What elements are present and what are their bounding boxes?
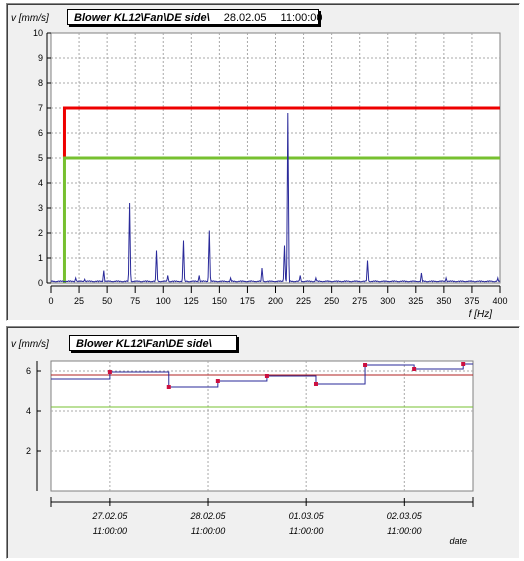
spectrum-x-tick-label: 300	[380, 296, 395, 306]
trend-y-tick-label: 2	[26, 446, 31, 456]
trend-x-tick-time: 11:00:00	[191, 526, 225, 536]
spectrum-x-tick-label: 350	[436, 296, 451, 306]
trend-x-tick-date: 02.03.05	[387, 511, 423, 521]
trend-data-point	[264, 374, 269, 378]
trend-panel: v [mm/s] Blower KL12\Fan\DE side\ 6 4 2 27.…	[6, 326, 520, 559]
spectrum-y-tick-label: 10	[33, 28, 43, 38]
spectrum-y-tick-label: 2	[38, 228, 43, 238]
trend-x-tick-date: 27.02.05	[91, 511, 128, 521]
spectrum-x-tick-label: 25	[74, 296, 84, 306]
spectrum-x-tick-label: 0	[48, 296, 53, 306]
spectrum-x-tick-label: 75	[130, 296, 140, 306]
trend-title-box: Blower KL12\Fan\DE side\	[69, 335, 237, 351]
spectrum-x-tick-label: 200	[268, 296, 283, 306]
spectrum-x-tick-label: 100	[156, 296, 171, 306]
trend-unit-label: v [mm/s]	[11, 339, 49, 350]
spectrum-x-tick-label: 175	[240, 296, 255, 306]
trend-data-point	[461, 362, 466, 366]
spectrum-y-tick-label: 4	[38, 178, 43, 188]
trend-y-tick-label: 6	[26, 366, 31, 376]
spectrum-x-tick-label: 250	[324, 296, 339, 306]
trend-title: Blower KL12\Fan\DE side\	[76, 338, 212, 350]
trend-x-tick-time: 11:00:00	[93, 526, 127, 536]
spectrum-x-tick-label: 50	[102, 296, 112, 306]
trend-plot-area	[50, 360, 474, 492]
spectrum-panel: v [mm/s] Blower KL12\Fan\DE side\ 28.02.0…	[6, 3, 520, 321]
trend-chart[interactable]: 6 4 2 27.02.05 11:00:00 28.02.05 11:00:00 01.03…	[7, 327, 519, 558]
trend-x-tick-date: 01.03.05	[289, 511, 325, 521]
spectrum-y-tick-label: 8	[38, 78, 43, 88]
alarm-limit-line	[62, 106, 500, 158]
trend-data-point	[313, 382, 318, 386]
spectrum-title-box: Blower KL12\Fan\DE side\ 28.02.05 11:00:00	[67, 9, 323, 25]
spectrum-x-tick-label: 400	[492, 296, 507, 306]
spectrum-x-tick-label: 375	[464, 296, 479, 306]
spectrum-x-tick-label: 150	[212, 296, 227, 306]
spectrum-unit-label: v [mm/s]	[11, 13, 49, 24]
spectrum-y-tick-label: 0	[38, 278, 43, 288]
trend-x-axis-label: date	[449, 536, 467, 546]
trend-data-point	[166, 385, 171, 389]
spectrum-y-tick-label: 3	[38, 203, 43, 213]
spectrum-x-tick-label: 325	[408, 296, 423, 306]
spectrum-title: Blower KL12\Fan\DE side\	[74, 12, 210, 24]
spectrum-x-tick-label: 275	[352, 296, 367, 306]
warning-limit-line	[62, 156, 500, 283]
spectrum-x-tick-label: 225	[296, 296, 311, 306]
spectrum-y-tick-label: 1	[38, 253, 43, 263]
trend-data-point	[107, 370, 112, 374]
spectrum-y-tick-label: 5	[38, 153, 43, 163]
spectrum-time: 11:00:00	[280, 12, 323, 24]
trend-y-tick-label: 4	[26, 406, 31, 416]
trend-data-point	[215, 379, 220, 383]
spectrum-date: 28.02.05	[223, 12, 267, 24]
trend-data-point	[363, 363, 368, 367]
trend-x-tick-time: 11:00:00	[289, 526, 323, 536]
trend-x-tick-date: 28.02.05	[189, 511, 226, 521]
spectrum-x-tick-label: 125	[184, 296, 199, 306]
trend-data-point	[412, 367, 417, 371]
trend-x-tick-time: 11:00:00	[387, 526, 421, 536]
trend-series-line	[51, 363, 473, 388]
spectrum-y-tick-label: 7	[38, 103, 43, 113]
spectrum-series-line	[50, 112, 501, 284]
spectrum-y-tick-label: 6	[38, 128, 43, 138]
spectrum-x-axis-label: f [Hz]	[469, 309, 493, 320]
spectrum-y-tick-label: 9	[38, 53, 43, 63]
